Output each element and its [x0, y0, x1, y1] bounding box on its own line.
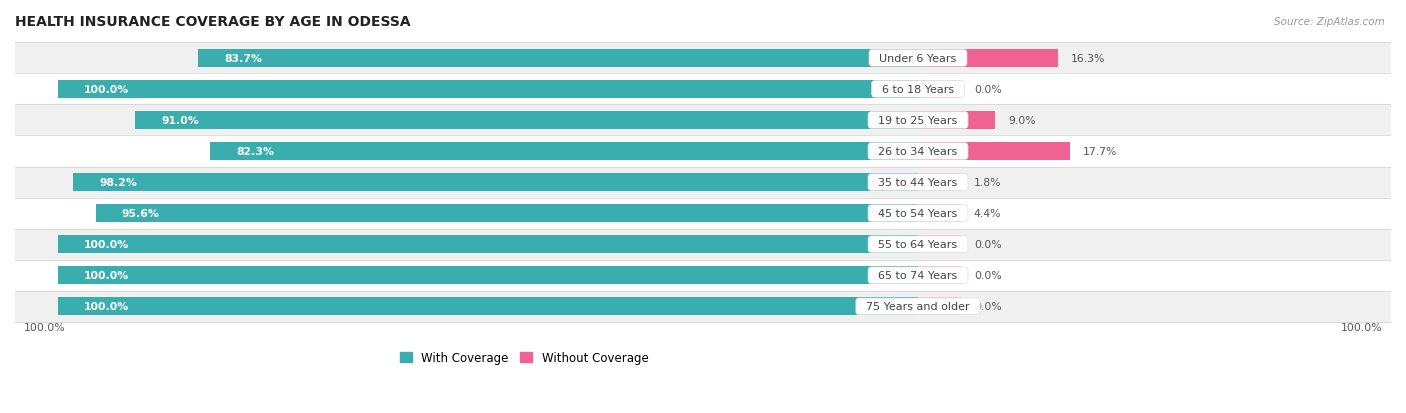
Text: 83.7%: 83.7%: [224, 54, 262, 64]
Bar: [15, 136, 1391, 167]
Bar: [918, 236, 960, 254]
Legend: With Coverage, Without Coverage: With Coverage, Without Coverage: [395, 347, 652, 369]
Text: Under 6 Years: Under 6 Years: [872, 54, 963, 64]
Bar: [15, 74, 1391, 105]
Bar: [58, 236, 918, 254]
Bar: [918, 142, 1070, 161]
Text: 0.0%: 0.0%: [974, 301, 1001, 311]
Text: 19 to 25 Years: 19 to 25 Years: [872, 116, 965, 126]
Bar: [58, 267, 918, 285]
Text: Source: ZipAtlas.com: Source: ZipAtlas.com: [1274, 17, 1385, 26]
Text: 65 to 74 Years: 65 to 74 Years: [872, 271, 965, 280]
Text: HEALTH INSURANCE COVERAGE BY AGE IN ODESSA: HEALTH INSURANCE COVERAGE BY AGE IN ODES…: [15, 15, 411, 29]
Text: 98.2%: 98.2%: [100, 178, 138, 188]
Text: 16.3%: 16.3%: [1071, 54, 1105, 64]
Bar: [918, 267, 960, 285]
Text: 82.3%: 82.3%: [236, 147, 274, 157]
Bar: [96, 204, 918, 223]
Bar: [918, 298, 960, 316]
Text: 100.0%: 100.0%: [84, 301, 129, 311]
Text: 0.0%: 0.0%: [974, 85, 1001, 95]
Bar: [918, 173, 960, 192]
Text: 0.0%: 0.0%: [974, 271, 1001, 280]
Text: 1.8%: 1.8%: [974, 178, 1001, 188]
Bar: [918, 81, 960, 99]
Bar: [15, 291, 1391, 322]
Text: 100.0%: 100.0%: [24, 323, 65, 332]
Bar: [15, 167, 1391, 198]
Text: 100.0%: 100.0%: [1341, 323, 1382, 332]
Text: 0.0%: 0.0%: [974, 240, 1001, 249]
Text: 6 to 18 Years: 6 to 18 Years: [875, 85, 962, 95]
Bar: [198, 50, 918, 68]
Text: 91.0%: 91.0%: [162, 116, 200, 126]
Text: 4.4%: 4.4%: [974, 209, 1001, 218]
Bar: [211, 142, 918, 161]
Text: 75 Years and older: 75 Years and older: [859, 301, 977, 311]
Text: 9.0%: 9.0%: [1008, 116, 1036, 126]
Bar: [15, 105, 1391, 136]
Text: 17.7%: 17.7%: [1083, 147, 1118, 157]
Text: 95.6%: 95.6%: [122, 209, 159, 218]
Bar: [15, 43, 1391, 74]
Bar: [15, 260, 1391, 291]
Bar: [918, 204, 960, 223]
Text: 26 to 34 Years: 26 to 34 Years: [872, 147, 965, 157]
Text: 100.0%: 100.0%: [84, 85, 129, 95]
Bar: [135, 112, 918, 130]
Text: 35 to 44 Years: 35 to 44 Years: [872, 178, 965, 188]
Bar: [58, 81, 918, 99]
Bar: [15, 229, 1391, 260]
Bar: [918, 50, 1059, 68]
Text: 100.0%: 100.0%: [84, 271, 129, 280]
Text: 100.0%: 100.0%: [84, 240, 129, 249]
Text: 55 to 64 Years: 55 to 64 Years: [872, 240, 965, 249]
Bar: [73, 173, 918, 192]
Bar: [918, 112, 995, 130]
Bar: [58, 298, 918, 316]
Text: 45 to 54 Years: 45 to 54 Years: [872, 209, 965, 218]
Bar: [15, 198, 1391, 229]
